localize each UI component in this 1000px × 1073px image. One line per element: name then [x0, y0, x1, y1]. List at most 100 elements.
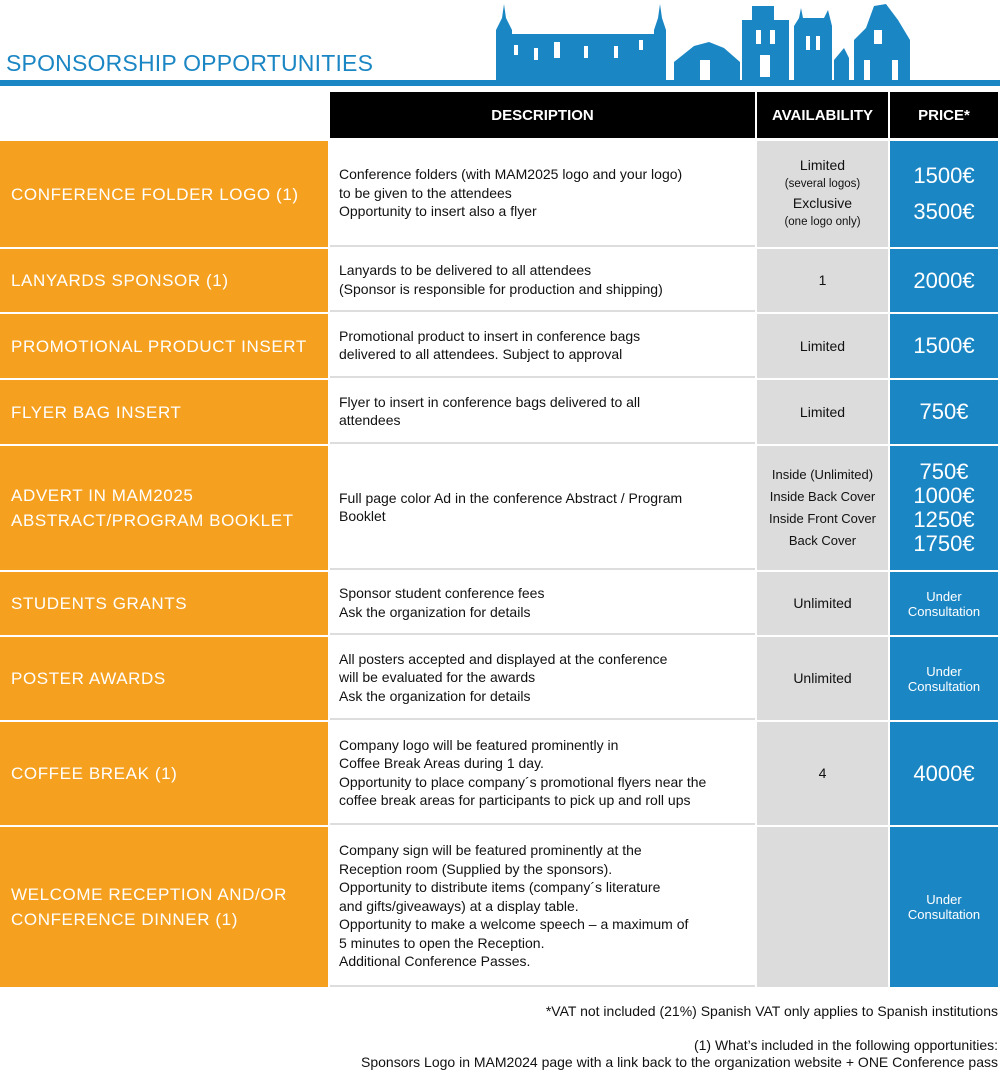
availability [757, 827, 888, 987]
header-description: DESCRIPTION [330, 92, 755, 138]
opportunity-name-line: COFFEE BREAK (1) [11, 764, 178, 783]
price: 1500€ [890, 314, 998, 378]
description-line: Opportunity to place company´s promotion… [339, 773, 707, 790]
description: Flyer to insert in conference bags deliv… [330, 380, 755, 444]
price-under-consultation: Consultation [907, 678, 981, 694]
description-line: Additional Conference Passes. [339, 953, 531, 970]
description-line: Sponsor student conference fees [339, 585, 545, 601]
availability: 1 [757, 249, 888, 312]
price: 1500€ 3500€ [890, 141, 998, 247]
table-row: PROMOTIONAL PRODUCT INSERT Promotional pr… [0, 314, 1000, 378]
description: Promotional product to insert in confere… [330, 314, 755, 378]
description-line: All posters accepted and displayed at th… [339, 650, 668, 667]
title-underline [0, 80, 1000, 86]
price-value: 1750€ [913, 531, 975, 556]
opportunity-name-line: CONFERENCE DINNER (1) [11, 910, 239, 929]
description: Company sign will be featured prominentl… [330, 827, 755, 987]
availability-value: Unlimited [793, 670, 852, 686]
availability-value: Unlimited [793, 595, 852, 611]
table-row: POSTER AWARDS All posters accepted and di… [0, 637, 1000, 720]
availability-value: (one logo only) [784, 216, 861, 228]
opportunity-name: ADVERT IN MAM2025 ABSTRACT/PROGRAM BOOKLE… [0, 446, 328, 570]
description: Conference folders (with MAM2025 logo an… [330, 141, 755, 247]
price-value: 4000€ [913, 760, 975, 786]
description-line: attendees [339, 412, 401, 428]
price-value: 2000€ [913, 267, 975, 293]
included-footnote: (1) What’s included in the following opp… [693, 1037, 998, 1053]
availability-value: Exclusive [792, 195, 853, 211]
opportunity-name-line: WELCOME RECEPTION AND/OR [11, 885, 288, 904]
opportunity-name: POSTER AWARDS [0, 637, 328, 720]
availability-value: Back Cover [788, 533, 857, 548]
description-line: Opportunity to make a welcome speech – a… [339, 916, 689, 933]
table-row: WELCOME RECEPTION AND/OR CONFERENCE DINNE… [0, 827, 1000, 987]
description-line: Flyer to insert in conference bags deliv… [339, 393, 641, 410]
availability-value: Limited [799, 337, 846, 354]
availability: 4 [757, 722, 888, 825]
price: 750€ [890, 380, 998, 444]
description-line: Lanyards to be delivered to all attendee… [339, 262, 592, 278]
price: Under Consultation [890, 827, 998, 987]
opportunity-name: PROMOTIONAL PRODUCT INSERT [0, 314, 328, 378]
opportunity-name: LANYARDS SPONSOR (1) [0, 249, 328, 312]
opportunity-name: FLYER BAG INSERT [0, 380, 328, 444]
description-line: Coffee Break Areas during 1 day. [339, 755, 544, 771]
price: Under Consultation [890, 572, 998, 635]
availability-value: Limited [799, 403, 846, 420]
opportunity-name-line: FLYER BAG INSERT [11, 402, 182, 422]
price: Under Consultation [890, 637, 998, 720]
header-price: PRICE* [890, 92, 998, 138]
price-value: 3500€ [913, 199, 975, 224]
description-line: (Sponsor is responsible for production a… [339, 280, 663, 297]
availability: Limited [757, 380, 888, 444]
description-line: Conference folders (with MAM2025 logo an… [339, 166, 683, 183]
availability-value: 4 [818, 765, 827, 781]
price-value: 1500€ [913, 333, 975, 358]
description-line: Reception room (Supplied by the sponsors… [339, 860, 613, 877]
availability-value: Inside Back Cover [769, 489, 876, 504]
description-line: Ask the organization for details [339, 687, 531, 704]
table-row: ADVERT IN MAM2025 ABSTRACT/PROGRAM BOOKLE… [0, 446, 1000, 570]
price-under-consultation: Under [926, 588, 962, 604]
availability: Unlimited [757, 572, 888, 635]
description: Full page color Ad in the conference Abs… [330, 446, 755, 570]
opportunity-name-line: ABSTRACT/PROGRAM BOOKLET [11, 511, 294, 530]
price-under-consultation: Under [926, 663, 962, 679]
opportunity-name-line: PROMOTIONAL PRODUCT INSERT [11, 336, 307, 356]
availability: Limited [757, 314, 888, 378]
table-row: LANYARDS SPONSOR (1) Lanyards to be deliv… [0, 249, 1000, 312]
availability-value: Limited [799, 157, 846, 173]
opportunity-name-line: ADVERT IN MAM2025 [11, 486, 194, 505]
description-line: will be evaluated for the awards [339, 669, 536, 686]
description-line: to be given to the attendees [339, 184, 512, 201]
opportunity-name-line: CONFERENCE FOLDER LOGO (1) [11, 184, 299, 204]
opportunity-name-line: LANYARDS SPONSOR (1) [11, 271, 229, 290]
availability: Limited (several logos) Exclusive (one logo… [757, 141, 888, 247]
description-line: Company logo will be featured prominentl… [339, 736, 619, 753]
description-line: 5 minutes to open the Reception. [339, 934, 545, 951]
availability-value: 1 [818, 272, 827, 288]
opportunity-name-line: POSTER AWARDS [11, 669, 166, 688]
availability: Inside (Unlimited) Inside Back Cover Insid… [757, 446, 888, 570]
availability-value: Inside (Unlimited) [771, 467, 874, 482]
price: 4000€ [890, 722, 998, 825]
city-skyline-illustration [496, 4, 910, 82]
description-line: Opportunity to distribute items (company… [339, 879, 661, 896]
header-availability: AVAILABILITY [757, 92, 888, 138]
opportunity-name-line: STUDENTS GRANTS [11, 594, 188, 613]
description-line: Company sign will be featured prominentl… [339, 842, 642, 859]
page-title: SPONSORSHIP OPPORTUNITIES [6, 50, 374, 76]
price-under-consultation: Under [926, 892, 962, 907]
vat-footnote: *VAT not included (21%) Spanish VAT only… [545, 1003, 998, 1019]
price: 750€ 1000€ 1250€ 1750€ [890, 446, 998, 570]
description: Company logo will be featured prominentl… [330, 722, 755, 825]
description-line: coffee break areas for participants to p… [339, 792, 691, 808]
description-line: and gifts/giveaways) at a display table. [339, 897, 579, 914]
included-details: Sponsors Logo in MAM2024 page with a lin… [361, 1054, 998, 1070]
price-value: 1000€ [913, 483, 975, 508]
price-value: 750€ [919, 399, 969, 424]
description-line: Opportunity to insert also a flyer [339, 203, 537, 220]
description-line: Promotional product to insert in confere… [339, 327, 641, 344]
description-line: Full page color Ad in the conference Abs… [339, 489, 683, 506]
description-line: Booklet [339, 508, 386, 524]
